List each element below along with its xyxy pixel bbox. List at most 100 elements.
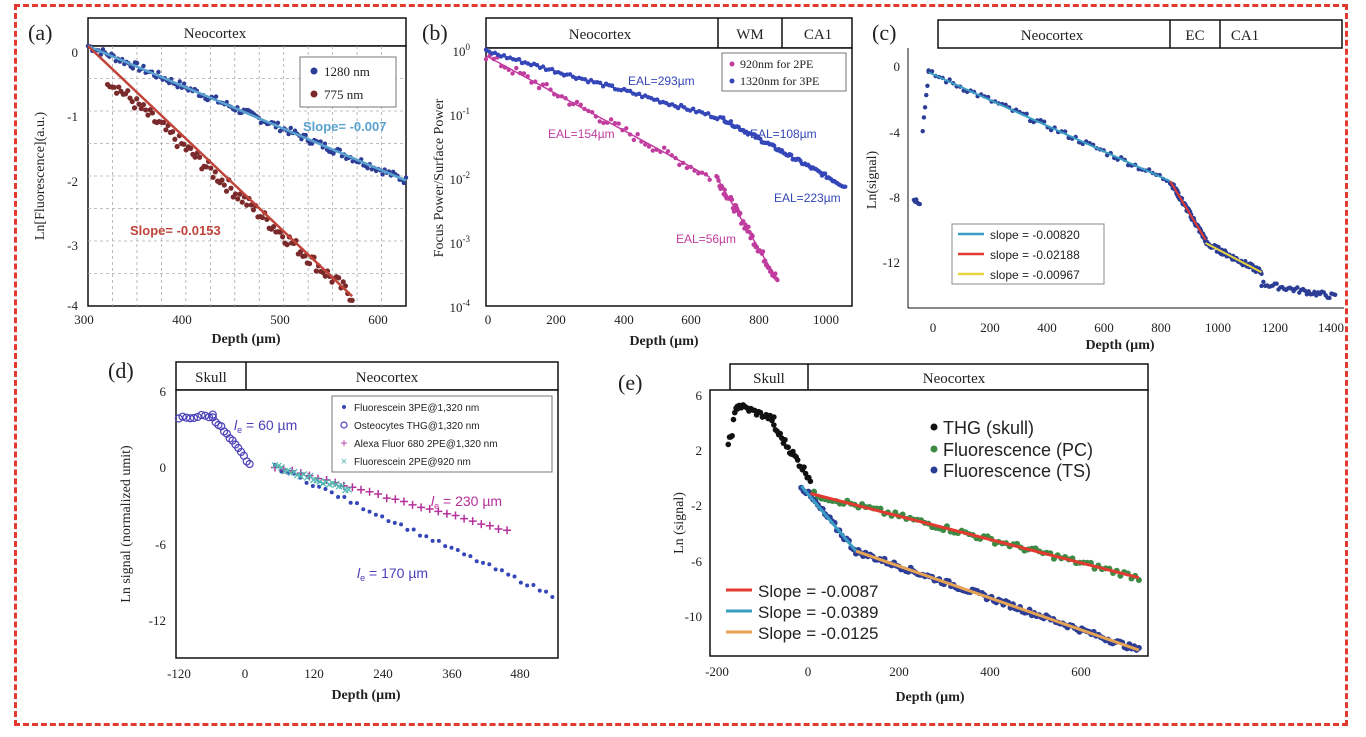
- panel-c-legend-1: slope = -0.00820: [990, 228, 1080, 242]
- panel-a-point-775: [113, 90, 120, 96]
- panel-a-point-775: [212, 169, 218, 175]
- svg-text:+: +: [340, 436, 347, 450]
- panel-d-point-3pe: [430, 538, 435, 543]
- panel-d-point-3pe: [499, 568, 504, 573]
- panel-b-point-920: [707, 177, 712, 182]
- panel-b-xtick-0: 0: [485, 312, 492, 327]
- panel-c-point: [1302, 288, 1308, 293]
- panel-a-point-775: [210, 174, 216, 180]
- panel-e-region-bar: [729, 363, 1149, 391]
- panel-e-ytick-m2: -2: [691, 498, 702, 513]
- panel-a-region-neocortex: Neocortex: [184, 26, 247, 42]
- panel-e-fit-line: [810, 491, 1140, 580]
- panel-d-point-alexa: [374, 490, 383, 499]
- panel-d-point-3pe: [310, 484, 315, 489]
- panel-a-ytick-1: -1: [67, 109, 78, 124]
- panel-d-point-alexa: [348, 483, 357, 492]
- panel-a-legend: [299, 56, 397, 108]
- panel-d-point-alexa: [382, 494, 391, 503]
- panel-a-ytick-2: -2: [67, 174, 78, 189]
- panel-d-point-3pe: [537, 588, 542, 593]
- panel-a-point-775: [250, 207, 257, 213]
- panel-d-point-alexa: [408, 500, 417, 509]
- panel-d-legend-2: Osteocytes THG@1,320 nm: [354, 421, 480, 432]
- panel-d-ylabel: Ln signal (normalized umit): [119, 445, 134, 603]
- panel-d-point-3pe: [354, 501, 359, 506]
- panel-d-point-thg: [245, 459, 254, 469]
- panel-a-ytick-0: 0: [72, 45, 79, 60]
- panel-a-point-775: [125, 88, 131, 94]
- panel-b-point-920: [521, 71, 527, 76]
- panel-b-region-ca1: CA1: [804, 27, 832, 43]
- panel-a-point-775: [181, 141, 187, 147]
- panel-a-fit-1280: [87, 44, 407, 182]
- panel-b-point-920: [665, 149, 671, 154]
- panel-a-point-775: [149, 110, 156, 116]
- panel-a-point-775: [271, 223, 277, 230]
- panel-d-point-3pe: [304, 480, 309, 485]
- panel-c-xtick-1200: 1200: [1262, 320, 1288, 335]
- panel-b-region-bar: [485, 17, 853, 49]
- panel-d-point-alexa: [477, 520, 486, 529]
- panel-a-point-1280: [181, 81, 187, 86]
- panel-a-point-775: [340, 279, 346, 285]
- panel-a-point-1280: [331, 151, 336, 156]
- panel-d-point-3pe: [342, 495, 347, 500]
- panel-c-point: [920, 129, 925, 134]
- panel-d-point-3pe: [443, 544, 448, 549]
- panel-e-ylabel: Ln (signal): [672, 492, 687, 554]
- panel-d-point-alexa: [442, 509, 451, 518]
- panel-a-point-775: [140, 102, 147, 108]
- panel-d-legend-4: Fluorescein 2PE@920 nm: [354, 457, 471, 468]
- panel-b-ytick-1e-2: 10-2: [450, 170, 471, 187]
- panel-c-ytick-0: 0: [894, 59, 901, 74]
- panel-c-point: [1295, 285, 1300, 290]
- panel-e-point-thg: [807, 478, 814, 485]
- panel-b-legend-1320: 1320nm for 3PE: [740, 74, 819, 88]
- panel-c-legend-2: slope = -0.02188: [990, 248, 1080, 262]
- panel-a-point-775: [203, 164, 209, 170]
- panel-d-point-3pe: [455, 547, 460, 552]
- panel-d-point-3pe: [462, 552, 467, 557]
- panel-d-legend-1: Fluorescein 3PE@1,320 nm: [354, 403, 479, 414]
- panel-a-point-775: [228, 185, 234, 191]
- panel-a-point-775: [336, 275, 342, 281]
- panel-b-point-920: [601, 120, 606, 126]
- panel-b-xtick-600: 600: [681, 312, 701, 327]
- panel-a-ytick-3: -3: [67, 238, 78, 253]
- panel-a-point-775: [188, 145, 194, 151]
- panel-b-point-920: [608, 117, 614, 122]
- panel-d-ytick-0: 0: [160, 460, 167, 475]
- panel-a-point-775: [138, 105, 144, 112]
- panel-d-point-3pe: [525, 583, 530, 588]
- panel-d-point-thg: [201, 411, 210, 420]
- panel-b-point-920: [574, 99, 580, 105]
- panel-d-point-3pe: [518, 580, 523, 585]
- panel-b-point-920: [677, 162, 682, 168]
- panel-d-xtick-240: 240: [373, 666, 393, 681]
- panel-a-point-1280: [141, 63, 146, 69]
- panel-d-point-alexa: [399, 497, 408, 506]
- panel-c-region-ec: EC: [1185, 28, 1204, 44]
- panel-a-point-775: [134, 96, 140, 102]
- panel-e-fit-lines: [800, 485, 1140, 652]
- panel-c-point: [1259, 283, 1264, 289]
- panel-d-point-alexa: [425, 504, 434, 513]
- panel-d-point-3pe: [544, 589, 549, 594]
- panel-a-point-775: [174, 143, 180, 150]
- panel-a-point-775: [116, 84, 122, 90]
- panel-b-annotation-eal-108: EAL=108µm: [750, 127, 817, 141]
- panel-b-xtick-200: 200: [546, 312, 566, 327]
- panel-b-point-920: [567, 102, 572, 107]
- panel-b-point-920: [624, 126, 629, 131]
- panel-d-annotation-230: le = 230 µm: [431, 493, 502, 511]
- panel-c-point: [917, 201, 922, 207]
- panel-a-legend-marker-1280: [310, 67, 318, 75]
- panel-e: (e) Skull Neocortex 6 2 -2 -6 -10 -200 0…: [618, 363, 1149, 705]
- panel-c-point: [1312, 289, 1317, 295]
- panel-a-point-1280: [175, 85, 180, 90]
- panel-c-point: [1125, 162, 1131, 168]
- panel-a-legend-775: 775 nm: [324, 87, 363, 102]
- panel-a-point-775: [219, 177, 225, 183]
- panel-c-region-bar: [937, 19, 1343, 49]
